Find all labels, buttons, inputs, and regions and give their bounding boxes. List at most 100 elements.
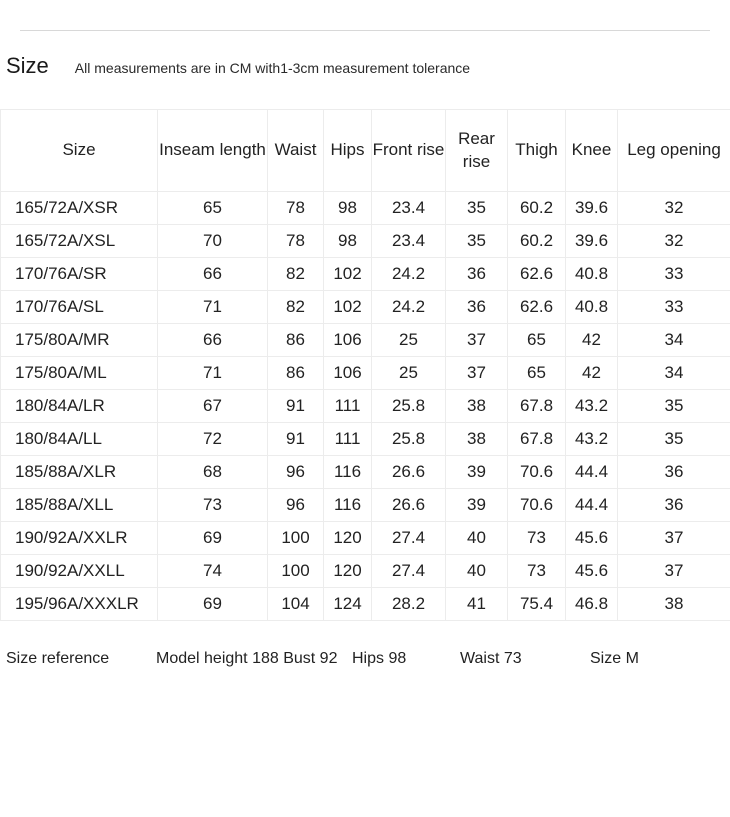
table-cell: 67 <box>158 390 268 423</box>
table-cell: 71 <box>158 357 268 390</box>
table-cell: 71 <box>158 291 268 324</box>
size-reference: Size reference Model height 188 Bust 92 … <box>0 621 730 670</box>
table-cell: 37 <box>446 357 508 390</box>
table-row: 180/84A/LL729111125.83867.843.235 <box>1 423 730 456</box>
size-subtitle: All measurements are in CM with1-3cm mea… <box>75 60 470 76</box>
table-cell: 104 <box>268 588 324 621</box>
table-cell: 34 <box>618 324 730 357</box>
table-cell: 38 <box>446 390 508 423</box>
table-cell: 26.6 <box>372 489 446 522</box>
table-cell: 66 <box>158 258 268 291</box>
table-cell: 185/88A/XLL <box>1 489 158 522</box>
table-cell: 70.6 <box>508 489 566 522</box>
table-cell: 96 <box>268 456 324 489</box>
table-cell: 66 <box>158 324 268 357</box>
table-cell: 73 <box>158 489 268 522</box>
table-cell: 70.6 <box>508 456 566 489</box>
ref-item-hips: Hips 98 <box>352 650 460 668</box>
table-cell: 67.8 <box>508 423 566 456</box>
table-cell: 73 <box>508 522 566 555</box>
table-cell: 40.8 <box>566 291 618 324</box>
table-cell: 91 <box>268 423 324 456</box>
table-cell: 111 <box>324 423 372 456</box>
table-cell: 35 <box>618 390 730 423</box>
table-cell: 195/96A/XXXLR <box>1 588 158 621</box>
table-cell: 33 <box>618 258 730 291</box>
size-title: Size <box>6 53 49 79</box>
table-cell: 91 <box>268 390 324 423</box>
table-row: 175/80A/ML71861062537654234 <box>1 357 730 390</box>
table-cell: 36 <box>446 291 508 324</box>
table-cell: 69 <box>158 522 268 555</box>
ref-item-size: Size M <box>590 650 670 668</box>
table-cell: 40 <box>446 555 508 588</box>
table-cell: 78 <box>268 225 324 258</box>
table-cell: 40.8 <box>566 258 618 291</box>
table-cell: 86 <box>268 357 324 390</box>
table-cell: 102 <box>324 291 372 324</box>
page: Size All measurements are in CM with1-3c… <box>0 30 730 670</box>
col-hips: Hips <box>324 110 372 192</box>
table-cell: 35 <box>618 423 730 456</box>
table-cell: 78 <box>268 192 324 225</box>
table-cell: 170/76A/SR <box>1 258 158 291</box>
table-row: 195/96A/XXXLR6910412428.24175.446.838 <box>1 588 730 621</box>
table-cell: 43.2 <box>566 390 618 423</box>
table-cell: 175/80A/ML <box>1 357 158 390</box>
table-cell: 36 <box>446 258 508 291</box>
table-cell: 46.8 <box>566 588 618 621</box>
table-cell: 165/72A/XSL <box>1 225 158 258</box>
col-thigh: Thigh <box>508 110 566 192</box>
col-knee: Knee <box>566 110 618 192</box>
table-cell: 190/92A/XXLL <box>1 555 158 588</box>
table-cell: 106 <box>324 324 372 357</box>
table-row: 190/92A/XXLL7410012027.4407345.637 <box>1 555 730 588</box>
table-cell: 62.6 <box>508 291 566 324</box>
table-cell: 45.6 <box>566 522 618 555</box>
table-cell: 37 <box>618 555 730 588</box>
table-cell: 82 <box>268 258 324 291</box>
col-waist: Waist <box>268 110 324 192</box>
table-cell: 40 <box>446 522 508 555</box>
table-row: 180/84A/LR679111125.83867.843.235 <box>1 390 730 423</box>
table-row: 190/92A/XXLR6910012027.4407345.637 <box>1 522 730 555</box>
table-cell: 39.6 <box>566 192 618 225</box>
table-cell: 37 <box>446 324 508 357</box>
table-row: 175/80A/MR66861062537654234 <box>1 324 730 357</box>
table-cell: 25.8 <box>372 390 446 423</box>
table-cell: 60.2 <box>508 192 566 225</box>
table-cell: 73 <box>508 555 566 588</box>
table-cell: 41 <box>446 588 508 621</box>
table-cell: 36 <box>618 489 730 522</box>
table-cell: 32 <box>618 225 730 258</box>
table-cell: 23.4 <box>372 192 446 225</box>
table-cell: 180/84A/LL <box>1 423 158 456</box>
table-cell: 25 <box>372 324 446 357</box>
table-cell: 185/88A/XLR <box>1 456 158 489</box>
table-cell: 82 <box>268 291 324 324</box>
size-table: Size Inseam length Waist Hips Front rise… <box>0 109 730 621</box>
col-leg-opening: Leg opening <box>618 110 730 192</box>
table-cell: 102 <box>324 258 372 291</box>
table-cell: 44.4 <box>566 456 618 489</box>
table-cell: 75.4 <box>508 588 566 621</box>
size-reference-label: Size reference <box>6 649 156 670</box>
size-table-wrap: Size Inseam length Waist Hips Front rise… <box>0 85 730 621</box>
table-cell: 60.2 <box>508 225 566 258</box>
table-cell: 39 <box>446 456 508 489</box>
table-cell: 23.4 <box>372 225 446 258</box>
table-row: 170/76A/SL718210224.23662.640.833 <box>1 291 730 324</box>
table-cell: 175/80A/MR <box>1 324 158 357</box>
table-cell: 27.4 <box>372 522 446 555</box>
col-size: Size <box>1 110 158 192</box>
table-cell: 38 <box>618 588 730 621</box>
table-cell: 35 <box>446 225 508 258</box>
table-row: 165/72A/XSL70789823.43560.239.632 <box>1 225 730 258</box>
ref-item-waist: Waist 73 <box>460 650 590 668</box>
table-cell: 34 <box>618 357 730 390</box>
table-cell: 98 <box>324 225 372 258</box>
table-cell: 70 <box>158 225 268 258</box>
table-cell: 165/72A/XSR <box>1 192 158 225</box>
table-cell: 100 <box>268 522 324 555</box>
size-table-body: 165/72A/XSR65789823.43560.239.632165/72A… <box>1 192 730 621</box>
